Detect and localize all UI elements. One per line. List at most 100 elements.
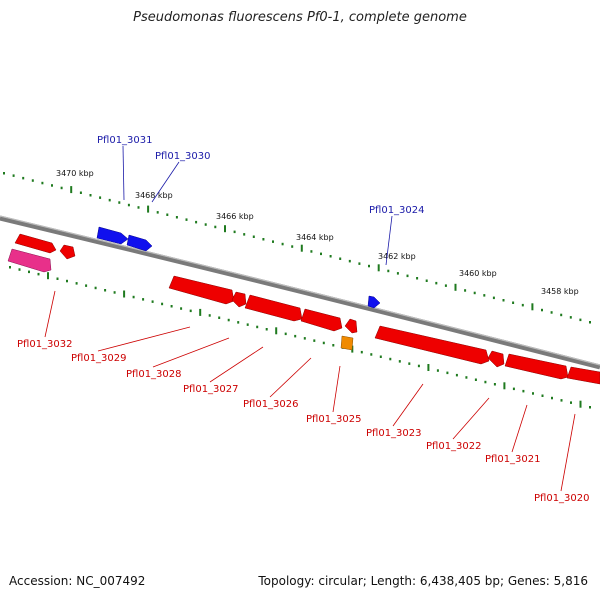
leader-pfl01-3032 [44,290,56,338]
lower-ruler-tick [208,314,211,317]
gene-label-pfl01-3023[interactable]: Pfl01_3023 [366,428,422,439]
lower-ruler-tick [85,284,88,287]
lower-ruler-tick [427,364,430,371]
gene-label-pfl01-3027[interactable]: Pfl01_3027 [183,384,239,395]
gene-arrow-pfl01-3023[interactable] [374,325,490,365]
upper-ruler-tick [512,301,515,304]
gene-arrow-pfl01-3029[interactable] [168,275,235,305]
lower-ruler-tick [47,272,49,280]
lower-ruler-tick [265,328,268,331]
gene-label-pfl01-3032[interactable]: Pfl01_3032 [17,339,73,350]
lower-ruler-tick [37,272,40,276]
upper-ruler-tick [464,289,467,292]
leader-pfl01-3031 [122,145,125,201]
label-leaders [44,145,576,492]
gene-label-pfl01-3025[interactable]: Pfl01_3025 [306,414,362,425]
gene-arrow-pfl01-3024[interactable] [367,295,381,309]
lower-ruler-tick [589,406,591,409]
gene-arrow-pfl01-3022[interactable] [504,353,569,380]
lower-ruler-tick [570,401,572,404]
upper-ruler-tick [99,196,102,199]
upper-ruler-tick [550,311,553,314]
gene-arrow-pfl01-3031[interactable] [96,226,129,245]
gene-label-pfl01-3031[interactable]: Pfl01_3031 [97,135,153,146]
gene-arrow-pfl01-3021[interactable] [566,366,600,385]
gene-label-pfl01-3024[interactable]: Pfl01_3024 [369,205,425,216]
upper-ruler-tick [185,218,188,221]
upper-ruler-tick [358,262,361,265]
gene-arrow-pfl01-3028[interactable] [231,291,247,308]
lower-ruler-tick [398,360,401,363]
leader-pfl01-3023 [392,383,424,427]
genome-backbone-highlight [0,215,600,366]
lower-ruler-tick [389,357,392,361]
leader-pfl01-3022 [452,397,490,440]
gene-label-pfl01-3020[interactable]: Pfl01_3020 [534,493,590,504]
lower-ruler-tick [161,302,164,306]
gene-label-pfl01-3022[interactable]: Pfl01_3022 [426,441,482,452]
lower-ruler-tick [104,289,107,292]
lower-ruler-tick [474,378,477,381]
lower-ruler-tick [123,290,126,298]
upper-ruler-tick [51,184,53,187]
gene-arrow-pink[interactable] [7,248,52,273]
lower-ruler-tick [246,323,249,326]
upper-ruler-tick [204,223,207,226]
lower-ruler-tick [493,383,496,386]
gene-arrow-pfl01-3032b[interactable] [59,244,76,260]
lower-ruler-tick [541,394,544,397]
leader-pfl01-3025 [332,365,341,413]
lower-ruler-tick [151,300,154,303]
ruler-label-3468: 3468 kbp [135,191,173,200]
upper-ruler-tick [224,225,226,233]
lower-ruler-tick [332,344,335,347]
upper-ruler-tick [166,213,169,216]
lower-ruler-tick [218,316,221,319]
upper-ruler-tick [118,201,121,204]
gene-arrow-pfl01-3023b[interactable] [487,350,505,368]
lower-ruler-tick [28,270,30,274]
gene-arrow-pfl01-3026[interactable] [300,308,343,332]
gene-arrow-pfl01-3025b[interactable] [344,318,358,334]
lower-ruler-tick [256,325,259,329]
gene-label-pfl01-3021[interactable]: Pfl01_3021 [485,454,541,465]
lower-ruler-tick [303,337,306,340]
upper-ruler-tick [70,186,73,194]
upper-ruler-tick [291,245,294,248]
lower-ruler-tick [379,355,382,358]
upper-ruler-tick [473,291,476,295]
upper-ruler-tick [60,186,63,190]
upper-ruler-tick [396,272,399,275]
lower-ruler-tick [455,373,458,377]
lower-ruler-tick [75,282,78,285]
upper-ruler-tick [22,176,25,180]
upper-ruler-tick [262,238,265,241]
topology-text: Topology: circular; Length: 6,438,405 bp… [258,574,588,588]
upper-ruler-tick [156,211,159,214]
lower-ruler-tick [465,376,468,379]
lower-ruler-tick [532,392,534,395]
upper-ruler-tick [377,264,380,272]
upper-ruler-tick [435,281,438,285]
upper-ruler-tick [147,205,150,213]
upper-ruler-tick [195,220,198,224]
gene-arrow-pfl01-3032[interactable] [14,233,57,254]
reverse-genes [7,233,600,385]
gene-arrow-pfl01-3025[interactable] [340,335,354,351]
gene-label-pfl01-3026[interactable]: Pfl01_3026 [243,399,299,410]
gene-arrow-pfl01-3030[interactable] [126,234,153,252]
gene-label-pfl01-3029[interactable]: Pfl01_3029 [71,353,127,364]
lower-ruler-tick [132,295,135,299]
upper-ruler-tick [214,225,217,229]
upper-ruler-tick [444,284,447,287]
gene-label-pfl01-3028[interactable]: Pfl01_3028 [126,369,182,380]
lower-ruler-tick [94,286,97,290]
lower-ruler-tick [199,308,202,316]
lower-ruler-tick [284,332,287,336]
lower-ruler-tick [237,321,240,324]
gene-label-pfl01-3030[interactable]: Pfl01_3030 [155,151,211,162]
upper-ruler-tick [89,194,92,197]
gene-arrow-pfl01-3027[interactable] [244,294,303,322]
upper-ruler-tick [310,250,313,253]
